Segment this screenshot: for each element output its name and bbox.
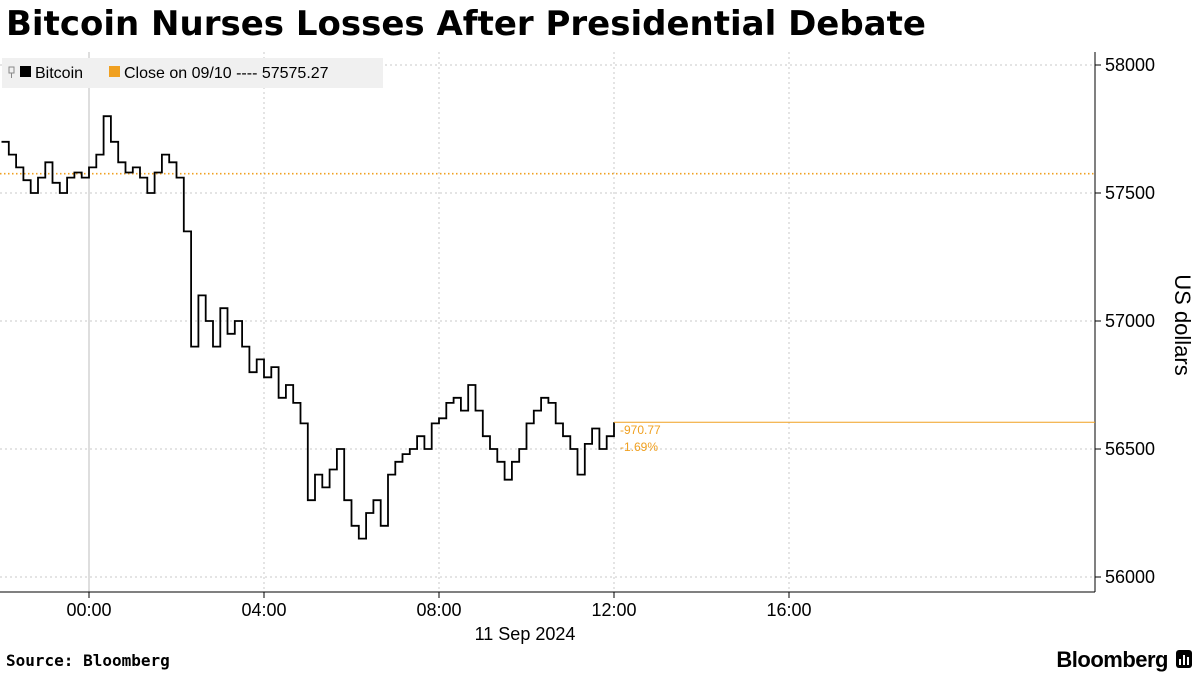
grid-lines	[0, 52, 1095, 592]
brand-logo: Bloomberg	[1056, 647, 1168, 672]
x-tick-label: 00:00	[66, 600, 111, 620]
annotations: -970.77 -1.69%	[620, 423, 661, 454]
y-tick-label: 56500	[1105, 439, 1155, 459]
legend-swatch-close	[109, 66, 120, 77]
y-tick-label: 57500	[1105, 183, 1155, 203]
x-tick-label: 16:00	[766, 600, 811, 620]
x-tick-label: 08:00	[416, 600, 461, 620]
source-note: Source: Bloomberg	[6, 651, 170, 670]
change-annotation: -970.77	[620, 423, 661, 437]
y-axis: 56000 56500 57000 57500 58000 US dollars	[1094, 52, 1195, 592]
series-layer	[1, 115, 1095, 540]
x-tick-label: 12:00	[591, 600, 636, 620]
legend-label-bitcoin: Bitcoin	[35, 65, 83, 82]
x-date-label: 11 Sep 2024	[475, 624, 576, 644]
legend-label-close: Close on 09/10 ---- 57575.27	[124, 65, 329, 82]
legend-background	[2, 58, 383, 88]
legend: Bitcoin Close on 09/10 ---- 57575.27	[2, 58, 383, 88]
y-tick-label: 58000	[1105, 55, 1155, 75]
legend-swatch-bitcoin	[20, 66, 31, 77]
terminal-icon	[1176, 650, 1192, 668]
chart-title: Bitcoin Nurses Losses After Presidential…	[6, 4, 926, 44]
y-axis-label: US dollars	[1170, 274, 1195, 375]
y-tick-label: 57000	[1105, 311, 1155, 331]
x-tick-label: 04:00	[241, 600, 286, 620]
series-line-bitcoin	[1, 115, 615, 540]
y-tick-label: 56000	[1105, 567, 1155, 587]
change-annotation: -1.69%	[620, 440, 658, 454]
